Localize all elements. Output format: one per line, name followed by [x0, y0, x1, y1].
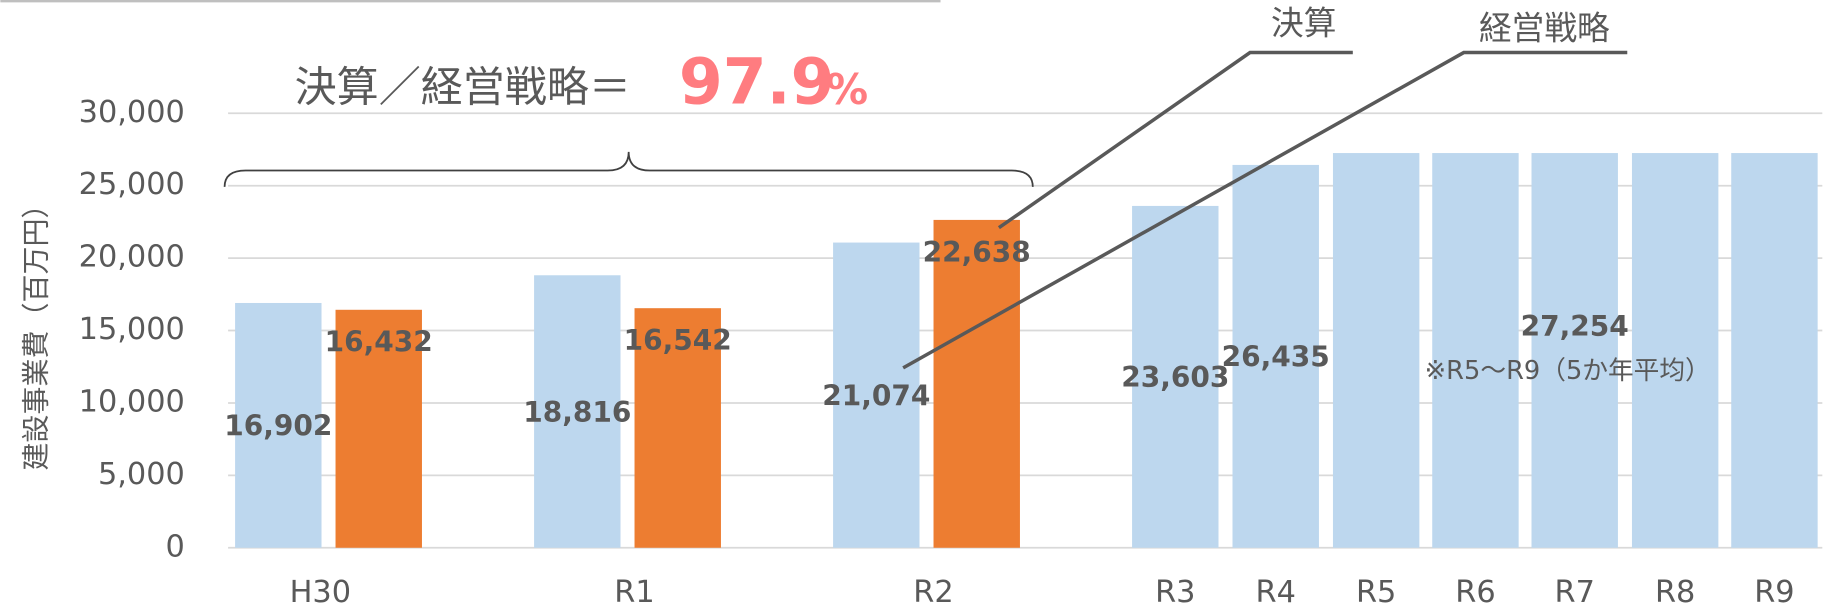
bar: [335, 309, 422, 548]
ratio-number: 97.9: [679, 45, 835, 119]
bar: [833, 242, 920, 548]
bar: [1432, 153, 1519, 548]
brace: [223, 151, 1034, 187]
ratio-unit: %: [826, 65, 868, 114]
bar: [1232, 164, 1319, 548]
data-label: 16,902: [224, 410, 332, 443]
data-label: 21,074: [822, 379, 930, 412]
bar: [1731, 153, 1818, 548]
data-label: 22,638: [923, 236, 1031, 269]
bar: [634, 308, 721, 548]
y-tick-label: 10,000: [79, 384, 185, 419]
leader-line: [997, 50, 1353, 230]
bar: [933, 219, 1020, 548]
series-callout: 経営戦略: [1479, 9, 1610, 47]
leader-line: [902, 50, 1628, 370]
data-label: 18,816: [523, 396, 631, 429]
data-label: 16,432: [325, 326, 433, 359]
bar: [1132, 205, 1219, 548]
y-tick-label: 0: [166, 529, 185, 564]
bar: [1631, 153, 1719, 548]
y-tick-label: 20,000: [79, 240, 185, 275]
y-tick-label: 15,000: [79, 312, 185, 347]
x-tick-label: R4: [1256, 575, 1296, 610]
x-tick-label: R5: [1356, 575, 1396, 610]
bars: H30 R1 R2 R3 R4 R5 R6 R7 R8 R9 16,902 18,816 21,074 2…: [224, 153, 1818, 610]
ratio-text: 決算／経営戦略＝: [295, 62, 631, 111]
bar: [235, 302, 322, 548]
data-label: 26,435: [1222, 341, 1330, 374]
x-tick-label: R2: [913, 575, 953, 610]
x-tick-label: R8: [1655, 575, 1695, 610]
y-tick-label: 25,000: [79, 167, 185, 202]
data-label: 23,603: [1121, 361, 1229, 394]
x-tick-label: R1: [614, 575, 654, 610]
data-label: 16,542: [624, 324, 732, 357]
x-tick-label: R7: [1555, 575, 1595, 610]
bar: [1531, 153, 1618, 548]
data-label: 27,254: [1521, 310, 1629, 343]
grid: 0 5,000 10,000 15,000 20,000 25,000 30,000: [79, 95, 1823, 564]
x-tick-label: R9: [1754, 575, 1794, 610]
bar: [1332, 153, 1420, 548]
x-tick-label: R6: [1455, 575, 1495, 610]
y-tick-label: 5,000: [98, 457, 185, 492]
series-callout: 決算: [1271, 5, 1336, 43]
x-tick-label: H30: [290, 575, 351, 610]
bar: [534, 275, 621, 548]
x-tick-label: R3: [1155, 575, 1195, 610]
y-axis-label: 建設事業費（百万円）: [20, 190, 53, 470]
y-tick-label: 30,000: [79, 95, 185, 130]
note: ※R5～R9（5か年平均）: [1425, 356, 1711, 386]
